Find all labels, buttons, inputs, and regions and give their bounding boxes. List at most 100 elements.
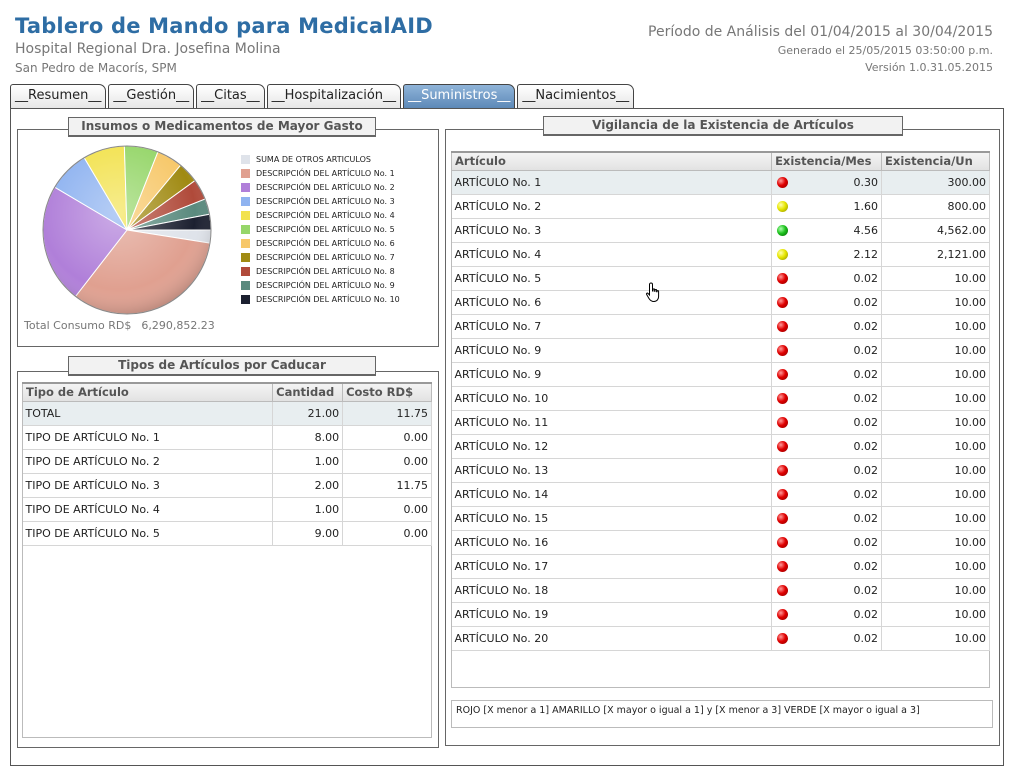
cell-articulo: ARTÍCULO No. 11 xyxy=(451,410,773,435)
status-red-icon xyxy=(777,344,789,356)
expiring-table-row[interactable]: TOTAL 21.00 11.75 xyxy=(22,401,432,426)
status-yellow-icon xyxy=(777,248,789,260)
expiring-table-row[interactable]: TIPO DE ARTÍCULO No. 2 1.00 0.00 xyxy=(22,449,432,474)
existencia-mes-value: 0.02 xyxy=(853,415,879,429)
stock-table-row[interactable]: ARTÍCULO No. 16 0.02 10.00 xyxy=(451,530,990,555)
cell-existencia-mes: 0.02 xyxy=(771,482,883,507)
tab-gestion[interactable]: __Gestión__ xyxy=(108,84,195,108)
stock-table-row[interactable]: ARTÍCULO No. 9 0.02 10.00 xyxy=(451,362,990,387)
existencia-mes-value: 0.02 xyxy=(853,391,879,405)
cell-articulo: ARTÍCULO No. 1 xyxy=(451,170,773,195)
tab-citas[interactable]: __Citas__ xyxy=(196,84,265,108)
cell-articulo: ARTÍCULO No. 13 xyxy=(451,458,773,483)
existencia-mes-value: 0.02 xyxy=(853,631,879,645)
version-label: Versión 1.0.31.05.2015 xyxy=(865,61,993,74)
col-cantidad[interactable]: Cantidad xyxy=(272,382,344,402)
existencia-mes-value: 0.02 xyxy=(853,607,879,621)
status-red-icon xyxy=(777,536,789,548)
cell-articulo: ARTÍCULO No. 16 xyxy=(451,530,773,555)
col-tipo-articulo[interactable]: Tipo de Artículo xyxy=(21,382,274,402)
existencia-mes-value: 0.02 xyxy=(853,439,879,453)
hospital-name: Hospital Regional Dra. Josefina Molina xyxy=(15,41,281,57)
status-red-icon xyxy=(777,632,789,644)
legend-swatch xyxy=(241,294,250,304)
total-consumption-value: 6,290,852.23 xyxy=(141,319,215,332)
legend-label: DESCRIPCIÓN DEL ARTÍCULO No. 3 xyxy=(256,196,395,206)
expense-pie-legend: SUMA DE OTROS ARTICULOS DESCRIPCIÓN DEL A… xyxy=(241,152,400,306)
stock-table-row[interactable]: ARTÍCULO No. 7 0.02 10.00 xyxy=(451,314,990,339)
stock-table-row[interactable]: ARTÍCULO No. 14 0.02 10.00 xyxy=(451,482,990,507)
expiring-table-header: Tipo de Artículo Cantidad Costo RD$ xyxy=(21,382,432,402)
col-existencia-mes[interactable]: Existencia/Mes xyxy=(771,151,883,171)
tab-nacimientos[interactable]: __Nacimientos__ xyxy=(517,84,635,108)
stock-table-row[interactable]: ARTÍCULO No. 19 0.02 10.00 xyxy=(451,602,990,627)
cell-cantidad: 21.00 xyxy=(272,401,344,426)
existencia-mes-value: 0.02 xyxy=(853,487,879,501)
stock-table-row[interactable]: ARTÍCULO No. 13 0.02 10.00 xyxy=(451,458,990,483)
status-red-icon xyxy=(777,464,789,476)
pie-legend-item: DESCRIPCIÓN DEL ARTÍCULO No. 9 xyxy=(241,278,400,292)
cell-existencia-mes: 0.02 xyxy=(771,434,883,459)
cell-existencia-mes: 0.02 xyxy=(771,554,883,579)
cell-existencia-mes: 2.12 xyxy=(771,242,883,267)
cell-existencia-mes: 0.02 xyxy=(771,290,883,315)
pie-legend-item: DESCRIPCIÓN DEL ARTÍCULO No. 7 xyxy=(241,250,400,264)
pie-legend-item: DESCRIPCIÓN DEL ARTÍCULO No. 5 xyxy=(241,222,400,236)
stock-table-row[interactable]: ARTÍCULO No. 9 0.02 10.00 xyxy=(451,338,990,363)
stock-table-row[interactable]: ARTÍCULO No. 1 0.30 300.00 xyxy=(451,170,990,195)
cell-existencia-un: 300.00 xyxy=(881,170,990,195)
legend-swatch xyxy=(241,196,250,206)
cell-articulo: ARTÍCULO No. 20 xyxy=(451,626,773,651)
tab-suministros[interactable]: __Suministros__ xyxy=(403,84,516,108)
expiring-table-row[interactable]: TIPO DE ARTÍCULO No. 3 2.00 11.75 xyxy=(22,473,432,498)
stock-status-legend: ROJO [X menor a 1] AMARILLO [X mayor o i… xyxy=(451,700,993,728)
stock-table-row[interactable]: ARTÍCULO No. 20 0.02 10.00 xyxy=(451,626,990,651)
cell-tipo: TIPO DE ARTÍCULO No. 4 xyxy=(22,497,274,522)
col-articulo[interactable]: Artículo xyxy=(450,151,773,171)
existencia-mes-value: 0.02 xyxy=(853,343,879,357)
expiring-table-row[interactable]: TIPO DE ARTÍCULO No. 5 9.00 0.00 xyxy=(22,521,432,546)
legend-swatch xyxy=(241,210,250,220)
stock-table-row[interactable]: ARTÍCULO No. 18 0.02 10.00 xyxy=(451,578,990,603)
cell-existencia-mes: 0.02 xyxy=(771,410,883,435)
total-consumption-label: Total Consumo RD$ xyxy=(24,319,132,332)
legend-label: DESCRIPCIÓN DEL ARTÍCULO No. 7 xyxy=(256,252,395,262)
legend-swatch xyxy=(241,266,250,276)
stock-table-row[interactable]: ARTÍCULO No. 3 4.56 4,562.00 xyxy=(451,218,990,243)
cell-existencia-mes: 0.02 xyxy=(771,266,883,291)
pie-legend-item: DESCRIPCIÓN DEL ARTÍCULO No. 10 xyxy=(241,292,400,306)
tab-hospitalizacion[interactable]: __Hospitalización__ xyxy=(266,84,402,108)
stock-table-row[interactable]: ARTÍCULO No. 2 1.60 800.00 xyxy=(451,194,990,219)
expiring-table-row[interactable]: TIPO DE ARTÍCULO No. 1 8.00 0.00 xyxy=(22,425,432,450)
col-costo[interactable]: Costo RD$ xyxy=(342,382,432,402)
cell-tipo: TIPO DE ARTÍCULO No. 2 xyxy=(22,449,274,474)
stock-table-row[interactable]: ARTÍCULO No. 12 0.02 10.00 xyxy=(451,434,990,459)
cell-existencia-un: 10.00 xyxy=(881,314,990,339)
cell-existencia-mes: 0.02 xyxy=(771,578,883,603)
existencia-mes-value: 0.02 xyxy=(853,559,879,573)
pie-legend-item: DESCRIPCIÓN DEL ARTÍCULO No. 6 xyxy=(241,236,400,250)
existencia-mes-value: 0.02 xyxy=(853,295,879,309)
stock-table-row[interactable]: ARTÍCULO No. 11 0.02 10.00 xyxy=(451,410,990,435)
status-green-icon xyxy=(777,224,789,236)
stock-table-row[interactable]: ARTÍCULO No. 10 0.02 10.00 xyxy=(451,386,990,411)
status-red-icon xyxy=(777,560,789,572)
stock-table-row[interactable]: ARTÍCULO No. 5 0.02 10.00 xyxy=(451,266,990,291)
legend-swatch xyxy=(241,238,250,248)
col-existencia-un[interactable]: Existencia/Un xyxy=(881,151,990,171)
legend-label: DESCRIPCIÓN DEL ARTÍCULO No. 1 xyxy=(256,168,395,178)
tab-resumen[interactable]: __Resumen__ xyxy=(10,84,107,108)
stock-table-row[interactable]: ARTÍCULO No. 4 2.12 2,121.00 xyxy=(451,242,990,267)
cell-existencia-un: 10.00 xyxy=(881,410,990,435)
cell-existencia-un: 10.00 xyxy=(881,434,990,459)
cell-existencia-mes: 0.02 xyxy=(771,602,883,627)
stock-table-row[interactable]: ARTÍCULO No. 15 0.02 10.00 xyxy=(451,506,990,531)
expiring-table-row[interactable]: TIPO DE ARTÍCULO No. 4 1.00 0.00 xyxy=(22,497,432,522)
stock-table-row[interactable]: ARTÍCULO No. 6 0.02 10.00 xyxy=(451,290,990,315)
expense-pie-chart xyxy=(42,145,212,315)
legend-swatch xyxy=(241,154,250,164)
generated-timestamp: Generado el 25/05/2015 03:50:00 p.m. xyxy=(777,44,993,57)
cell-existencia-mes: 0.02 xyxy=(771,506,883,531)
status-yellow-icon xyxy=(777,200,789,212)
stock-table-row[interactable]: ARTÍCULO No. 17 0.02 10.00 xyxy=(451,554,990,579)
